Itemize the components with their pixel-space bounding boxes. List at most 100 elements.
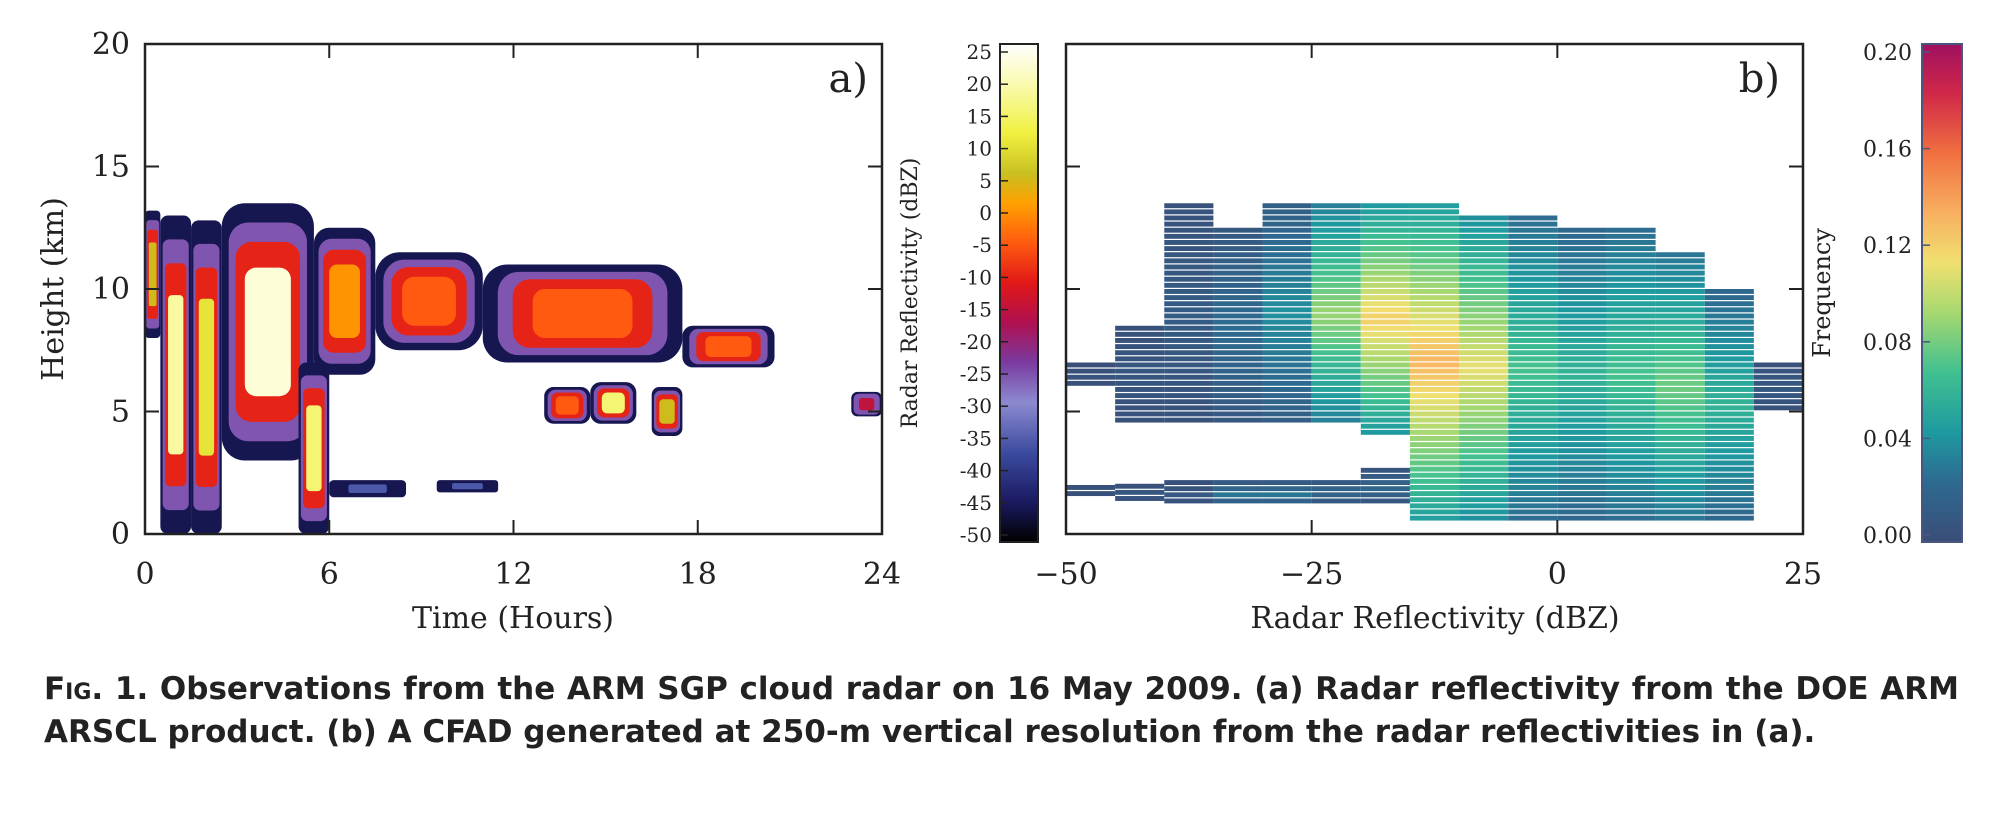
cfad-bin [1262,246,1312,252]
cfad-bin [1115,399,1165,405]
cfad-bin [1459,503,1509,509]
cfad-bin [1753,405,1803,411]
cfad-bin [1508,417,1558,423]
cfad-bin [1311,325,1361,331]
reflectivity-region [348,484,387,493]
cfad-bin [1557,393,1607,399]
cfad-bin [1164,240,1214,245]
cfad-bin [1360,270,1410,276]
cfad-bin [1606,368,1656,374]
cfad-bin [1459,393,1509,399]
panel-a: 0 6 12 18 24 0 5 10 15 20 a) Time (Hours) Height … [36,27,901,636]
cfad-bin [1508,472,1558,478]
cfad-bin [1409,301,1460,307]
cfad-bin [1409,319,1460,325]
cfad-bin [1557,509,1607,515]
cfad-bin [1606,460,1656,466]
colorbar-tick-label: -30 [960,394,992,418]
cfad-bin [1164,331,1214,337]
cfad-bin [1704,411,1754,417]
colorbar-tick-label: 5 [979,169,992,193]
cfad-bin [1557,319,1607,325]
cfad-bin [1164,246,1214,252]
cfad-bin [1213,411,1263,417]
cfad-bin [1508,246,1558,252]
cfad-bin [1704,319,1754,325]
cfad-bin [1557,454,1607,460]
cfad-bin [1409,233,1460,239]
cfad-bin [1704,417,1754,423]
cfad-bin [1606,270,1656,276]
cfad-bin [1753,368,1803,374]
cfad-bin [1606,325,1656,331]
cfad-bin [1164,486,1214,492]
cfad-bin [1704,491,1754,497]
cfad-bin [1557,503,1607,509]
cfad-bin [1508,252,1558,258]
panel-a-xlabel: Time (Hours) [412,601,614,636]
cfad-bin [1311,276,1361,282]
cfad-bin [1164,209,1214,215]
cfad-bin [1459,405,1509,411]
cfad-bin [1409,411,1460,417]
cfad-bin [1409,215,1460,221]
cfad-bin [1115,374,1165,380]
cfad-bin [1606,258,1656,264]
cfad-bin [1459,442,1509,448]
cfad-bin [1606,227,1656,233]
cfad-bin [1459,497,1509,503]
cfad-bin [1164,411,1214,417]
cfad-bin [1311,492,1361,498]
cfad-bin [1164,307,1214,313]
cfad-bin [1115,496,1165,501]
cfad-bin [1459,417,1509,423]
reflectivity-colorbar: 2520151050-5-10-15-20-25-30-35-40-45-50 … [898,40,1039,547]
cfad-bin [1704,331,1754,337]
cfad-bin [1557,246,1607,252]
reflectivity-region [168,295,184,455]
cfad-bin [1213,258,1263,264]
cfad-bin [1508,515,1558,521]
cfad-bin [1508,307,1558,313]
cfad-bin [1360,215,1410,221]
cfad-bin [1409,295,1460,301]
cfad-bin [1115,489,1165,495]
cfad-bin [1655,491,1705,497]
cfad-bin [1508,350,1558,356]
cfad-bin [1557,472,1607,478]
x-tick-label: 18 [679,557,717,592]
cfad-bin [1459,399,1509,405]
cfad-bin [1557,307,1607,313]
reflectivity-region [306,405,322,492]
colorbar-tick-label: 0.00 [1863,524,1912,549]
cfad-bin [1459,301,1509,307]
colorbar-tick-label: -10 [960,265,992,289]
cfad-bin [1164,319,1214,325]
cfad-bin [1164,270,1214,276]
cfad-bin [1164,227,1214,233]
cfad-bin [1213,270,1263,276]
cfad-bin [1262,319,1312,325]
cfad-bin [1311,203,1361,209]
y-tick-label: 5 [111,395,130,430]
cfad-bin [1459,454,1509,460]
cfad-bin [1704,362,1754,368]
cfad-bin [1164,276,1214,282]
cfad-bin [1655,429,1705,435]
cfad-bin [1360,233,1410,239]
cfad-bin [1262,215,1312,221]
cfad-bin [1262,492,1312,498]
cfad-bin [1311,233,1361,239]
figure-caption: Fig. 1. Observations from the ARM SGP cl… [44,668,1959,754]
cfad-bin [1164,203,1214,209]
cfad-bin [1508,485,1558,490]
cfad-bin [1213,227,1263,233]
cfad-bin [1262,480,1312,486]
cfad-bin [1262,405,1312,411]
cfad-bin [1311,331,1361,337]
cfad-bin [1409,240,1460,245]
cfad-bin [1213,492,1263,498]
cfad-bin [1066,380,1116,386]
cfad-bin [1262,289,1312,294]
cfad-bin [1360,289,1410,294]
